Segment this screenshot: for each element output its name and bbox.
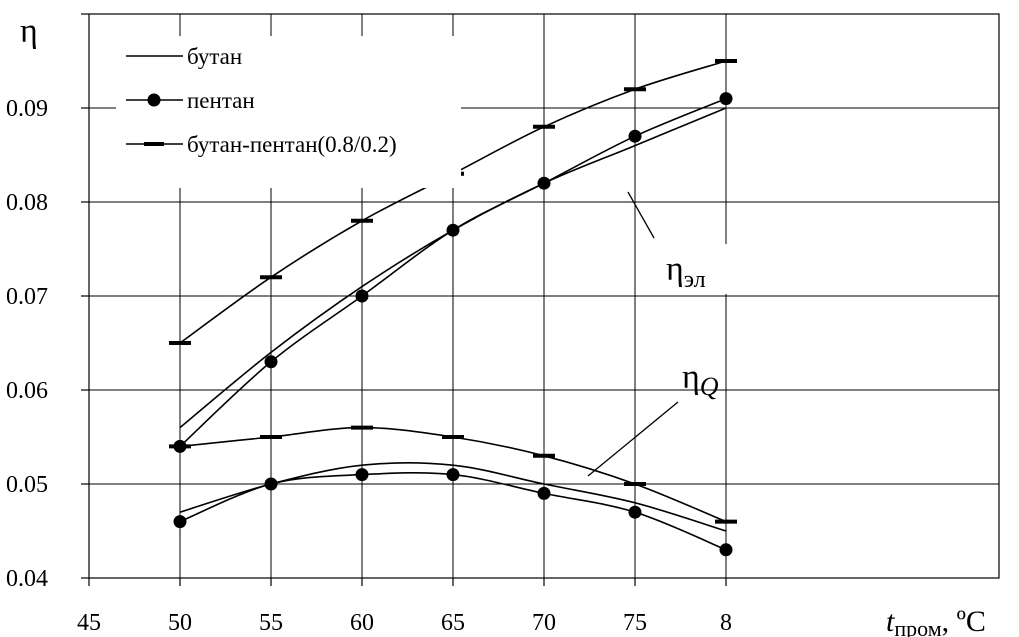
annotation-eta-el-sub: эл — [684, 267, 706, 293]
annotation-eta-el-pointer — [627, 191, 655, 239]
legend-box — [116, 36, 461, 188]
point-marker-circle — [355, 468, 369, 482]
annotation-eta-el: ηэл — [627, 191, 745, 294]
y-tick-label: 0.05 — [6, 472, 48, 498]
x-tick-label: 70 — [532, 610, 556, 636]
annotation-eta-q-main: η — [682, 359, 700, 396]
x-tick-labels: 45 50 55 60 65 70 75 8 — [77, 610, 732, 636]
x-tick-label: 60 — [350, 610, 374, 636]
x-tick-label: 55 — [259, 610, 283, 636]
annotation-eta-el-main: η — [666, 251, 684, 288]
annotation-eta-q: ηQ — [587, 359, 719, 477]
x-tick-label: 50 — [168, 610, 192, 636]
y-tick-label: 0.08 — [6, 190, 48, 216]
x-axis-label-sub: пром — [894, 616, 941, 637]
legend-label-pentane: пентан — [187, 88, 255, 113]
annotation-eta-el-label: ηэл — [666, 251, 706, 293]
annotation-eta-el-bg — [661, 244, 745, 294]
point-marker-circle — [446, 468, 460, 482]
annotation-eta-q-pointer — [587, 401, 679, 477]
point-marker-circle — [537, 176, 551, 190]
y-tick-label: 0.04 — [6, 566, 48, 592]
y-tick-label: 0.09 — [6, 96, 48, 122]
point-marker-circle — [628, 505, 642, 519]
legend-label-butane-pentane: бутан-пентан(0.8/0.2) — [187, 132, 397, 157]
point-marker-circle — [719, 543, 733, 557]
x-tick-label: 65 — [441, 610, 465, 636]
legend-entry-butane-pentane: бутан-пентан(0.8/0.2) — [126, 132, 397, 157]
x-tick-label: 75 — [623, 610, 647, 636]
y-axis-label: η — [20, 13, 38, 50]
legend-label-butane: бутан — [187, 44, 242, 69]
point-marker-circle — [264, 477, 278, 491]
point-marker-circle — [446, 223, 460, 237]
point-marker-circle — [173, 515, 187, 529]
y-tick-labels: 0.04 0.05 0.06 0.07 0.08 0.09 — [6, 96, 48, 592]
annotation-eta-q-sub: Q — [700, 372, 719, 401]
x-tick-label: 8 — [720, 610, 732, 636]
x-tick-label: 45 — [77, 610, 101, 636]
legend: бутан пентан бутан-пентан(0.8/0.2) — [116, 36, 461, 188]
y-tick-label: 0.06 — [6, 378, 48, 404]
point-marker-circle — [355, 289, 369, 303]
x-axis-label-unit: , ºC — [942, 605, 986, 637]
point-marker-circle — [628, 129, 642, 143]
annotation-eta-q-label: ηQ — [682, 359, 719, 401]
x-axis-label-main: t — [886, 605, 895, 637]
x-axis-label: tпром, ºC — [886, 605, 986, 637]
legend-marker-pentane — [147, 93, 161, 107]
point-marker-circle — [537, 486, 551, 500]
legend-entry-butane: бутан — [126, 44, 242, 69]
point-marker-circle — [719, 92, 733, 106]
point-marker-circle — [264, 355, 278, 369]
legend-entry-pentane: пентан — [126, 88, 255, 113]
marker-layer — [169, 59, 737, 557]
y-tick-label: 0.07 — [6, 284, 48, 310]
